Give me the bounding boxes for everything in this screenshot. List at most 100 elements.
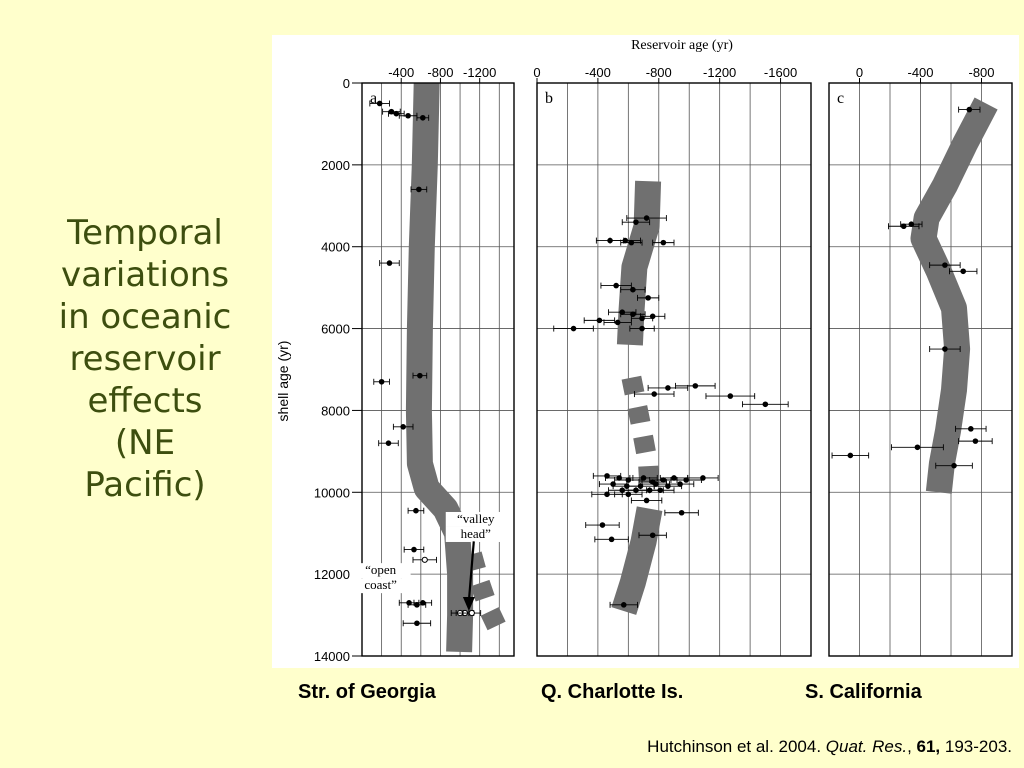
filled-marker <box>660 239 667 246</box>
data-point <box>614 491 643 498</box>
data-point <box>583 317 616 324</box>
filled-marker <box>411 546 417 553</box>
y-axis-label: shell age (yr) <box>275 341 291 422</box>
filled-marker <box>914 444 921 451</box>
data-point <box>949 268 978 275</box>
y-axis-ticks: 0 2000 4000 6000 8000 10000 12000 14000 <box>314 76 362 664</box>
x-tick-label: -800 <box>968 65 994 80</box>
arrow-head <box>462 596 475 611</box>
filled-marker <box>413 507 419 514</box>
filled-marker <box>596 317 603 324</box>
panel-letter: b <box>545 90 553 107</box>
filled-marker <box>378 378 385 385</box>
data-point <box>620 286 646 293</box>
data-point <box>705 393 756 400</box>
data-point <box>402 620 432 627</box>
filled-marker <box>385 440 392 446</box>
y-tick-label: 4000 <box>321 240 350 255</box>
x-tick-label: 0 <box>533 65 540 80</box>
filled-marker <box>570 325 577 332</box>
panel-c: c0 -400 -800 <box>828 65 1013 657</box>
data-point <box>609 601 638 608</box>
filled-marker <box>633 219 639 225</box>
filled-marker <box>657 487 664 494</box>
filled-marker <box>665 385 671 391</box>
x-tick-label: -400 <box>907 65 933 80</box>
top-x-axis-label: Reservoir age (yr) <box>631 38 733 53</box>
data-point <box>403 546 425 553</box>
filled-marker <box>678 509 685 516</box>
filled-marker <box>966 106 973 113</box>
caption-str-of-georgia: Str. of Georgia <box>298 681 436 703</box>
data-point <box>629 325 655 332</box>
filled-marker <box>847 452 854 459</box>
x-tick-label: -400 <box>585 65 611 80</box>
x-tick-label: -400 <box>388 65 414 80</box>
data-point <box>413 599 433 606</box>
citation-sep: , <box>907 737 917 756</box>
data-point <box>929 262 961 269</box>
data-point <box>594 536 629 543</box>
filled-marker <box>643 215 650 221</box>
data-point <box>652 239 675 246</box>
filled-marker <box>639 315 645 322</box>
filled-marker <box>972 438 979 444</box>
citation-pages: 193-203. <box>940 737 1012 756</box>
x-tick-label: -1200 <box>463 65 496 80</box>
citation-authors: Hutchinson et al. 2004. <box>647 737 826 756</box>
panel-letter: a <box>370 90 377 107</box>
filled-marker <box>727 393 734 399</box>
y-tick-label: 8000 <box>321 403 350 418</box>
filled-marker <box>608 536 615 543</box>
annotation-text: “valley <box>457 511 495 526</box>
data-point <box>955 425 987 432</box>
trend-band <box>616 180 662 346</box>
filled-marker <box>414 620 420 627</box>
panel-frame <box>361 82 515 657</box>
data-point <box>664 509 699 516</box>
y-tick-label: 12000 <box>314 567 350 582</box>
filled-marker <box>625 491 632 498</box>
filled-marker <box>376 100 383 107</box>
y-tick-label: 10000 <box>314 485 350 500</box>
annotation-arrow <box>462 541 475 611</box>
x-tick-label: 0 <box>856 65 863 80</box>
data-point <box>929 346 961 353</box>
data-point <box>407 507 425 514</box>
annotation-text: head” <box>461 526 492 541</box>
annotation-text: coast” <box>364 577 397 592</box>
filled-marker <box>651 391 658 397</box>
data-point <box>647 384 689 391</box>
data-point <box>591 491 623 498</box>
filled-marker <box>386 260 393 266</box>
filled-marker <box>692 383 699 389</box>
filled-marker <box>613 282 619 289</box>
data-point <box>585 522 620 529</box>
data-point <box>392 423 414 430</box>
data-point <box>600 282 632 289</box>
filled-marker <box>762 401 769 408</box>
filled-marker <box>614 319 621 326</box>
data-point <box>742 401 789 408</box>
filled-marker <box>639 325 645 332</box>
data-point <box>891 444 944 451</box>
filled-marker <box>700 475 706 481</box>
panel-frame <box>536 82 812 657</box>
filled-marker <box>960 268 967 275</box>
trend-band-lower <box>611 506 663 615</box>
data-point <box>637 294 660 301</box>
data-point <box>620 239 643 246</box>
y-tick-label: 14000 <box>314 649 350 664</box>
filled-marker <box>628 239 635 246</box>
annotation-text: “open <box>365 562 397 577</box>
y-tick-label: 0 <box>343 76 350 91</box>
filled-marker <box>405 112 411 119</box>
citation-volume: 61, <box>916 737 941 756</box>
data-point <box>646 487 675 494</box>
data-point-open <box>412 556 437 563</box>
filled-marker <box>942 262 948 268</box>
filled-marker <box>416 186 422 193</box>
data-point <box>416 114 430 121</box>
